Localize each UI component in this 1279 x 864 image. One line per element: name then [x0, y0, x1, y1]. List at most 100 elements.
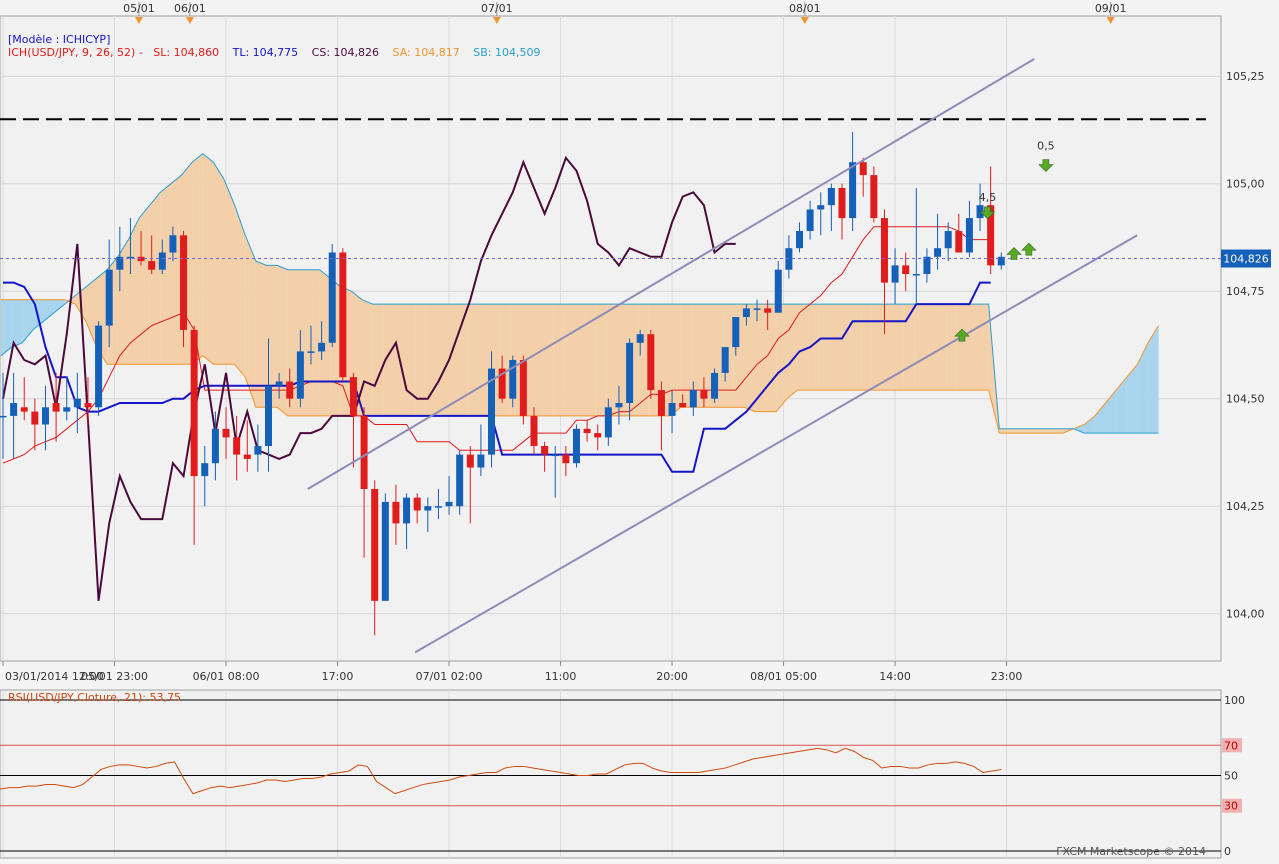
candle-bullish[interactable]	[265, 338, 272, 472]
channel-upper-line[interactable]	[307, 58, 1035, 490]
candle-bullish[interactable]	[944, 222, 952, 262]
candle-bearish[interactable]	[233, 415, 241, 481]
candle-bullish[interactable]	[201, 446, 209, 507]
candle-bullish[interactable]	[615, 385, 623, 425]
candle-bearish[interactable]	[360, 407, 368, 558]
candle-bearish[interactable]	[180, 231, 188, 348]
candle-bullish[interactable]	[41, 385, 49, 451]
candle-bearish[interactable]	[84, 377, 92, 425]
candle-bearish[interactable]	[137, 231, 145, 266]
candle-bearish[interactable]	[880, 209, 888, 335]
candle-bullish[interactable]	[912, 188, 920, 305]
candle-bearish[interactable]	[519, 355, 527, 425]
candle-bearish[interactable]	[541, 441, 549, 472]
candle-bullish[interactable]	[923, 248, 931, 283]
candle-bullish[interactable]	[296, 329, 304, 408]
candle-bullish[interactable]	[668, 390, 676, 434]
candle-bearish[interactable]	[466, 446, 474, 524]
candle-bullish[interactable]	[849, 132, 857, 231]
candle-bullish[interactable]	[445, 476, 453, 515]
candle-bearish[interactable]	[413, 493, 421, 524]
candle-bullish[interactable]	[116, 226, 124, 292]
candle-bullish[interactable]	[721, 347, 729, 382]
candle-bearish[interactable]	[764, 299, 772, 330]
candle-bullish[interactable]	[434, 489, 442, 520]
candle-bullish[interactable]	[456, 450, 464, 515]
candle-bullish[interactable]	[63, 377, 71, 421]
candle-bearish[interactable]	[20, 377, 28, 421]
candle-bullish[interactable]	[275, 372, 283, 399]
candle-bullish[interactable]	[328, 243, 336, 348]
sell-arrow-icon[interactable]	[1038, 159, 1054, 172]
candle-bearish[interactable]	[392, 484, 400, 545]
candle-bearish[interactable]	[594, 424, 602, 451]
candle-bearish[interactable]	[339, 248, 347, 382]
candle-bearish[interactable]	[31, 398, 39, 451]
candle-bullish[interactable]	[169, 226, 177, 262]
candle-bearish[interactable]	[52, 372, 60, 442]
candle-bullish[interactable]	[488, 351, 496, 468]
buy-arrow-icon[interactable]	[954, 328, 970, 342]
candle-bearish[interactable]	[243, 420, 251, 472]
candle-bearish[interactable]	[148, 235, 156, 274]
candle-bullish[interactable]	[0, 372, 7, 459]
candle-bullish[interactable]	[254, 424, 262, 472]
candle-bullish[interactable]	[509, 355, 517, 408]
candle-bullish[interactable]	[689, 381, 697, 416]
rsi-pane[interactable]	[0, 689, 1222, 859]
candle-bullish[interactable]	[626, 338, 634, 421]
candle-bearish[interactable]	[222, 407, 230, 459]
buy-arrow-icon[interactable]	[1021, 242, 1037, 256]
buy-arrow-icon[interactable]	[1006, 247, 1022, 260]
candle-bullish[interactable]	[10, 372, 18, 459]
candle-bullish[interactable]	[636, 329, 644, 356]
candle-bullish[interactable]	[965, 200, 973, 257]
candle-bearish[interactable]	[955, 213, 963, 253]
candle-bullish[interactable]	[318, 321, 326, 360]
candle-bearish[interactable]	[859, 157, 867, 197]
candle-bullish[interactable]	[403, 493, 411, 550]
candle-bullish[interactable]	[551, 446, 559, 498]
candle-bearish[interactable]	[647, 329, 655, 399]
candle-bullish[interactable]	[572, 424, 580, 468]
candle-bullish[interactable]	[934, 213, 942, 270]
candle-bullish[interactable]	[158, 239, 166, 274]
candle-bearish[interactable]	[371, 480, 379, 636]
candle-bearish[interactable]	[190, 325, 198, 545]
candle-bullish[interactable]	[105, 239, 113, 348]
candle-bullish[interactable]	[381, 493, 389, 601]
candle-bullish[interactable]	[817, 192, 825, 236]
candle-bullish[interactable]	[211, 411, 219, 481]
candle-bullish[interactable]	[95, 321, 103, 416]
candle-bullish[interactable]	[424, 497, 432, 532]
candle-bearish[interactable]	[902, 252, 910, 292]
candle-bearish[interactable]	[987, 166, 995, 275]
candle-bullish[interactable]	[753, 299, 761, 322]
candle-bullish[interactable]	[73, 372, 81, 434]
sell-arrow-icon[interactable]	[979, 206, 996, 220]
candle-bearish[interactable]	[870, 166, 878, 223]
candle-bullish[interactable]	[604, 398, 612, 446]
candle-bearish[interactable]	[679, 394, 687, 408]
candle-bullish[interactable]	[827, 183, 835, 231]
candle-bearish[interactable]	[657, 381, 665, 451]
candle-bearish[interactable]	[286, 368, 294, 408]
candle-bearish[interactable]	[530, 407, 538, 455]
candle-bullish[interactable]	[774, 261, 782, 313]
candle-bullish[interactable]	[477, 424, 485, 477]
candle-bullish[interactable]	[742, 304, 750, 326]
candle-bearish[interactable]	[838, 183, 846, 240]
candle-bearish[interactable]	[583, 420, 591, 442]
candle-bearish[interactable]	[562, 446, 570, 477]
channel-lower-line[interactable]	[414, 234, 1138, 654]
candle-bullish[interactable]	[307, 325, 315, 365]
candle-bullish[interactable]	[891, 248, 899, 305]
candle-bearish[interactable]	[349, 372, 357, 468]
candle-bullish[interactable]	[126, 218, 134, 274]
candle-bullish[interactable]	[732, 317, 740, 356]
candle-bullish[interactable]	[711, 368, 719, 403]
candle-bearish[interactable]	[700, 377, 708, 408]
candle-bullish[interactable]	[796, 222, 803, 253]
candle-bearish[interactable]	[498, 355, 506, 403]
candle-bullish[interactable]	[997, 252, 1005, 270]
